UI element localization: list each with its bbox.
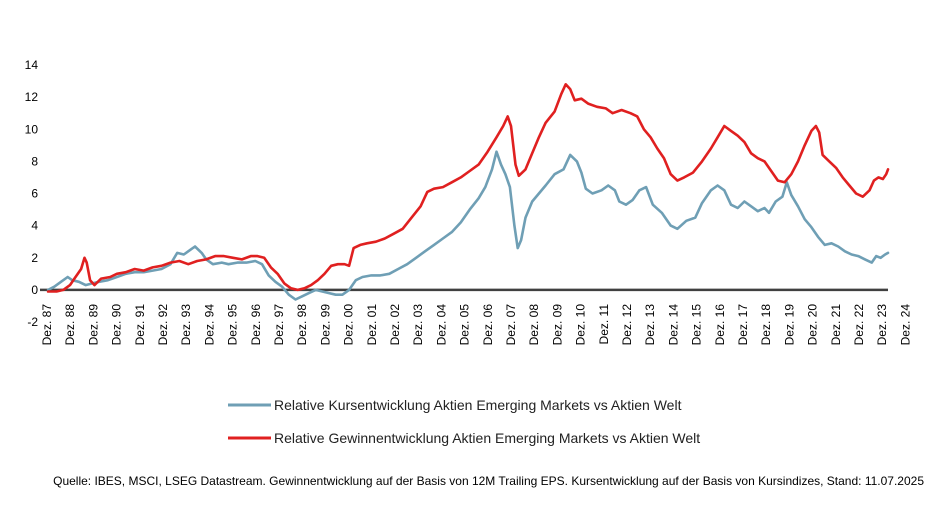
x-tick-label: Dez. 92	[156, 304, 170, 346]
x-tick-label: Dez. 24	[898, 304, 912, 346]
x-tick-label: Dez. 04	[434, 304, 448, 346]
x-tick-label: Dez. 07	[504, 304, 518, 346]
x-tick-label: Dez. 95	[226, 304, 240, 346]
x-tick-label: Dez. 06	[481, 304, 495, 346]
x-axis-ticks: Dez. 87 Dez. 88 Dez. 89 Dez. 90 Dez. 91 Dez. …	[40, 304, 912, 346]
x-tick-label: Dez. 15	[690, 304, 704, 346]
x-tick-label: Dez. 18	[759, 304, 773, 346]
x-tick-label: Dez. 03	[411, 304, 425, 346]
x-tick-label: Dez. 14	[666, 304, 680, 346]
x-tick-label: Dez. 89	[86, 304, 100, 346]
y-tick-label: 12	[25, 90, 39, 104]
x-tick-label: Dez. 02	[388, 304, 402, 346]
x-tick-label: Dez. 94	[202, 304, 216, 346]
x-tick-label: Dez. 91	[133, 304, 147, 346]
x-tick-label: Dez. 87	[40, 304, 54, 346]
legend-label-gewinn: Relative Gewinnentwicklung Aktien Emergi…	[274, 430, 700, 446]
y-tick-label: 0	[31, 283, 38, 297]
y-tick-label: 14	[25, 58, 39, 72]
y-tick-label: 8	[31, 154, 38, 168]
x-tick-label: Dez. 93	[179, 304, 193, 346]
x-tick-label: Dez. 16	[713, 304, 727, 346]
series-line-gewinn	[46, 83, 890, 293]
x-tick-label: Dez. 17	[736, 304, 750, 346]
x-tick-label: Dez. 11	[597, 304, 611, 345]
x-tick-label: Dez. 22	[852, 304, 866, 346]
y-axis-ticks: -2 0 2 4 6 8 10 12 14	[25, 58, 39, 329]
y-tick-label: 6	[31, 187, 38, 201]
x-tick-label: Dez. 08	[527, 304, 541, 346]
source-note: Quelle: IBES, MSCI, LSEG Datastream. Gew…	[53, 474, 924, 488]
x-tick-label: Dez. 21	[829, 304, 843, 346]
x-tick-label: Dez. 19	[782, 304, 796, 346]
y-tick-label: 2	[31, 251, 38, 265]
x-tick-label: Dez. 99	[318, 304, 332, 346]
x-tick-label: Dez. 00	[342, 304, 356, 346]
x-tick-label: Dez. 12	[620, 304, 634, 346]
series-line-kurs	[46, 150, 890, 301]
x-tick-label: Dez. 98	[295, 304, 309, 346]
x-tick-label: Dez. 90	[110, 304, 124, 346]
x-tick-label: Dez. 05	[458, 304, 472, 346]
x-tick-label: Dez. 09	[550, 304, 564, 346]
x-tick-label: Dez. 01	[365, 304, 379, 346]
x-tick-label: Dez. 20	[806, 304, 820, 346]
legend: Relative Kursentwicklung Aktien Emerging…	[228, 397, 700, 446]
x-tick-label: Dez. 23	[875, 304, 889, 346]
x-tick-label: Dez. 10	[574, 304, 588, 346]
y-tick-label: 4	[31, 219, 38, 233]
x-tick-label: Dez. 97	[272, 304, 286, 346]
x-tick-label: Dez. 88	[63, 304, 77, 346]
series-layer	[46, 83, 890, 301]
legend-label-kurs: Relative Kursentwicklung Aktien Emerging…	[274, 397, 682, 413]
y-tick-label: -2	[27, 315, 38, 329]
x-tick-label: Dez. 96	[249, 304, 263, 346]
y-tick-label: 10	[25, 122, 39, 136]
x-tick-label: Dez. 13	[643, 304, 657, 346]
